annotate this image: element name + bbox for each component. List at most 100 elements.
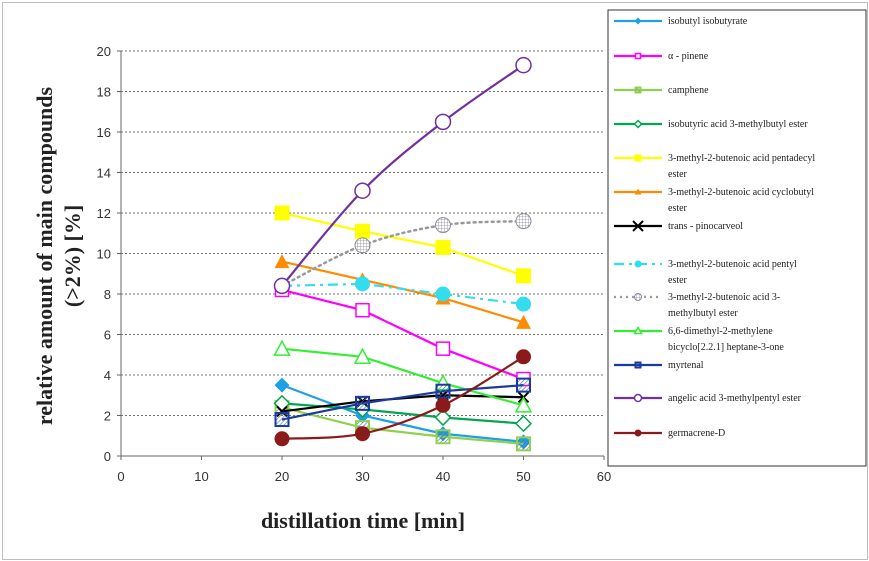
x-tick-label: 60 — [597, 469, 611, 484]
legend-marker — [634, 17, 642, 25]
series-line — [281, 282, 524, 306]
legend-label: 3-methyl-2-butenoic acid pentadecyl — [668, 153, 815, 164]
data-point — [274, 377, 290, 393]
legend-label: 6,6-dimethyl-2-methylene — [668, 326, 773, 337]
data-point — [434, 408, 452, 427]
legend: isobutyl isobutyrate α - pinene camphene is… — [607, 9, 867, 467]
series-13 — [274, 349, 531, 447]
legend-marker — [633, 326, 643, 335]
x-tick-label: 0 — [117, 469, 124, 484]
y-tick-label: 2 — [104, 409, 111, 424]
data-point — [516, 296, 531, 312]
data-point — [435, 341, 451, 356]
y-tick-label: 18 — [97, 85, 111, 100]
x-tick-label: 20 — [275, 469, 289, 484]
legend-label: ester — [668, 203, 688, 214]
series-line — [281, 260, 524, 324]
grid-lines — [121, 50, 604, 416]
legend-entry: angelic acid 3-methylpentyl ester — [614, 393, 802, 404]
x-axis-title: distillation time [min] — [261, 508, 465, 533]
y-tick-label: 20 — [97, 44, 111, 59]
legend-label: germacrene-D — [668, 428, 725, 439]
legend-label: methylbutyl ester — [668, 308, 738, 319]
data-point — [435, 397, 451, 413]
series-line — [280, 219, 525, 288]
data-point — [274, 412, 290, 428]
y-tick-label: 8 — [104, 287, 111, 302]
data-point — [435, 286, 451, 302]
data-point — [516, 314, 531, 329]
series-11 — [274, 377, 531, 428]
legend-label: isobutyl isobutyrate — [668, 16, 748, 27]
series-line — [281, 406, 524, 445]
legend-entry: camphene — [614, 85, 709, 96]
data-point — [434, 113, 452, 131]
data-point — [273, 277, 291, 295]
legend-label: 3-methyl-2-butenoic acid 3- — [668, 292, 780, 303]
y-axis-title-line1: relative amount of main compounds — [32, 86, 57, 425]
series-line — [281, 64, 525, 287]
series-line — [281, 288, 524, 381]
legend-label: myrtenal — [668, 360, 704, 371]
data-point — [516, 377, 531, 393]
series-line — [281, 384, 524, 443]
y-tick-label: 16 — [97, 125, 111, 140]
data-point — [273, 339, 291, 356]
legend-marker — [634, 52, 642, 60]
y-tick-label: 10 — [97, 247, 111, 262]
legend-label: ester — [668, 169, 688, 180]
legend-marker — [633, 119, 643, 129]
legend-marker — [634, 154, 642, 162]
data-point — [516, 349, 531, 365]
data-point — [515, 213, 532, 230]
data-point — [514, 396, 533, 413]
legend-label: bicyclo[2.2.1] heptane-3-one — [668, 342, 784, 353]
data-point — [274, 254, 290, 269]
legend-marker — [634, 429, 642, 437]
legend-label: trans - pinocarveol — [668, 221, 743, 232]
legend-label: α - pinene — [668, 51, 709, 62]
legend-marker — [634, 260, 642, 268]
y-tick-label: 12 — [97, 206, 111, 221]
y-tick-label: 0 — [104, 449, 111, 464]
legend-marker — [632, 220, 644, 232]
legend-label: ester — [668, 275, 688, 286]
x-tick-label: 50 — [516, 469, 530, 484]
y-tick-label: 14 — [97, 166, 111, 181]
legend-entry: isobutyric acid 3-methylbutyl ester — [614, 119, 808, 130]
legend-marker — [634, 188, 642, 195]
legend-entry: α - pinene — [614, 51, 709, 62]
data-point — [274, 205, 290, 221]
series-layer — [273, 56, 533, 452]
legend-entry: 3-methyl-2-butenoic acid cyclobutyl ester — [614, 187, 814, 214]
data-point — [354, 237, 371, 254]
legend-label: angelic acid 3-methylpentyl ester — [668, 393, 802, 404]
legend-entry: 3-methyl-2-butenoic acid 3- methylbutyl e… — [614, 292, 780, 319]
data-point — [355, 395, 370, 411]
y-tick-label: 4 — [104, 368, 111, 383]
legend-marker — [634, 86, 642, 94]
x-tick-label: 10 — [194, 469, 208, 484]
data-point — [435, 239, 451, 255]
series-line — [281, 384, 524, 421]
data-point — [355, 276, 370, 292]
data-point — [514, 415, 533, 433]
series-line — [281, 355, 525, 440]
legend-entry: isobutyl isobutyrate — [614, 16, 748, 27]
series-12 — [273, 56, 532, 295]
legend-label: 3-methyl-2-butenoic acid cyclobutyl — [668, 187, 814, 198]
legend-marker — [633, 393, 643, 403]
data-point — [516, 268, 531, 284]
data-point — [355, 426, 370, 442]
axes: 0 2 4 6 8 10 12 14 16 18 20 0 10 20 30 40 50 60 — [97, 44, 612, 484]
legend-box — [607, 9, 867, 467]
legend-label: 3-methyl-2-butenoic acid pentyl — [668, 259, 797, 270]
legend-entry: germacrene-D — [614, 428, 725, 439]
series-line — [281, 347, 524, 407]
legend-marker — [634, 293, 642, 301]
data-point — [353, 347, 372, 365]
legend-label: isobutyric acid 3-methylbutyl ester — [668, 119, 808, 130]
x-tick-label: 40 — [436, 469, 450, 484]
data-point — [435, 217, 451, 234]
